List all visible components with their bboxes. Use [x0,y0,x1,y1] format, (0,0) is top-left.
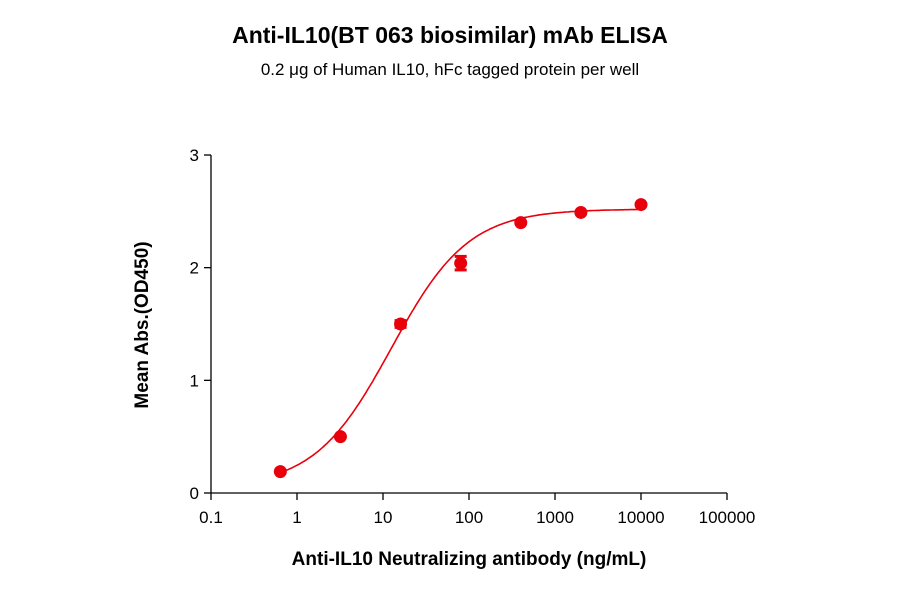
x-axis-label: Anti-IL10 Neutralizing antibody (ng/mL) [292,549,647,570]
data-point [333,430,347,444]
y-tick-label: 2 [190,259,199,278]
chart-title: Anti-IL10(BT 063 biosimilar) mAb ELISA [232,22,668,48]
y-tick-label: 3 [190,146,199,165]
x-tick-label: 100000 [699,508,756,527]
data-point [394,317,408,331]
x-tick-label: 10 [374,508,393,527]
data-point [454,256,468,270]
y-axis-label: Mean Abs.(OD450) [132,241,153,408]
data-point [514,216,528,230]
y-tick-label: 0 [190,484,199,503]
axes [204,154,728,500]
x-tick-label: 1000 [536,508,574,527]
x-tick-label: 100 [455,508,483,527]
chart-subtitle: 0.2 μg of Human IL10, hFc tagged protein… [260,60,640,79]
data-points [273,198,648,479]
y-tick-label: 1 [190,371,199,390]
data-point [634,198,648,212]
tick-labels: 0.1 1 10 100 1000 10000 100000 0 1 2 3 [190,146,756,527]
data-point [273,465,287,479]
x-tick-label: 10000 [617,508,664,527]
data-point [574,205,588,219]
x-tick-label: 0.1 [199,508,223,527]
x-tick-label: 1 [292,508,301,527]
